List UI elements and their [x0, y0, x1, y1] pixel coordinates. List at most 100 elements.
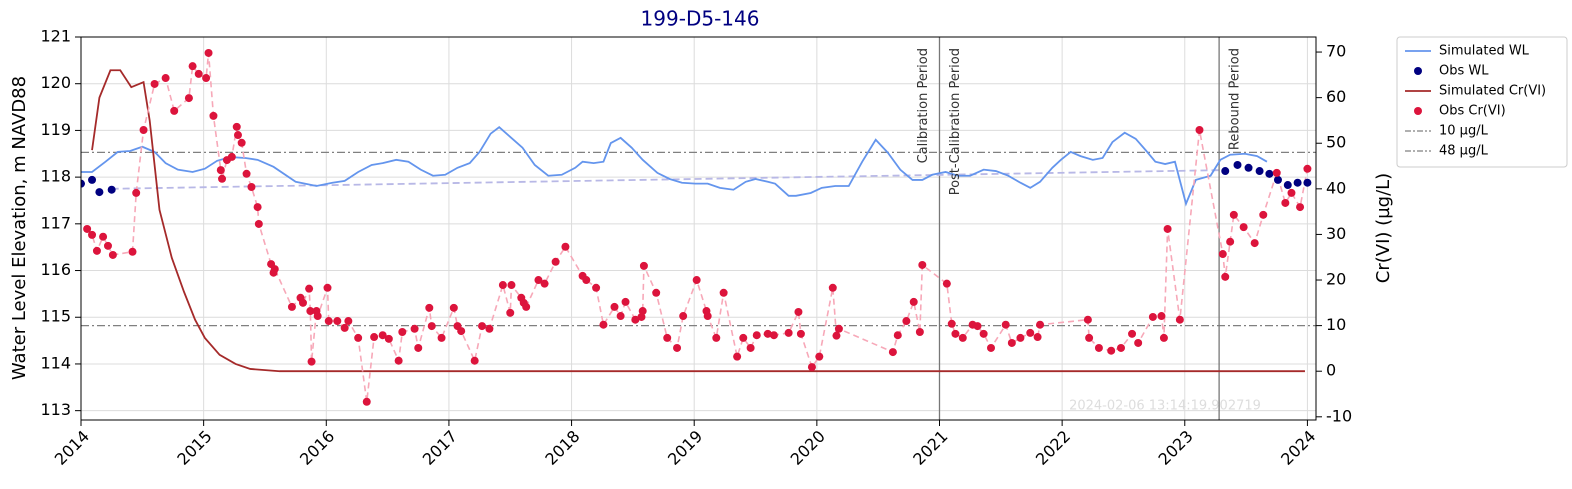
data-point [763, 329, 772, 338]
data-point [987, 343, 995, 352]
data-point [378, 331, 387, 340]
data-point [631, 315, 640, 324]
data-point [638, 307, 647, 316]
data-point [128, 247, 137, 256]
y2-tick-label: 50 [1326, 133, 1346, 152]
y2-tick-label: 40 [1326, 178, 1346, 197]
data-point [344, 317, 353, 326]
y2-tick-label: 0 [1326, 361, 1336, 380]
legend-label: Obs Cr(VI) [1439, 104, 1506, 119]
data-point [209, 111, 218, 120]
data-point [582, 276, 591, 285]
data-point [712, 333, 721, 342]
x-tick-label: 2019 [664, 427, 706, 469]
data-point [719, 288, 728, 297]
data-point [746, 343, 755, 352]
data-point [88, 175, 97, 184]
data-point [333, 317, 342, 326]
data-point [958, 333, 967, 342]
data-point [340, 323, 349, 332]
data-point [1273, 175, 1282, 184]
data-point [298, 298, 307, 307]
data-point [652, 288, 661, 297]
x-tick-label: 2016 [296, 427, 338, 469]
data-point [918, 260, 927, 269]
data-point [1033, 333, 1042, 342]
data-point [752, 331, 761, 340]
y-tick-label: 113 [40, 400, 71, 419]
data-point [398, 328, 407, 337]
data-point [498, 281, 507, 290]
data-point [1272, 168, 1281, 177]
data-point [237, 138, 246, 147]
series-line [91, 69, 1305, 373]
data-point [1259, 210, 1268, 219]
data-point [449, 303, 458, 312]
plot-frame [80, 36, 1317, 421]
data-point [307, 357, 316, 366]
data-point [1148, 312, 1157, 321]
data-point [679, 312, 688, 321]
y-tick-label: 121 [40, 27, 71, 46]
data-point [807, 363, 816, 372]
data-point [1094, 343, 1103, 352]
data-point [242, 169, 251, 178]
data-point [204, 48, 213, 57]
y-tick-label: 119 [40, 120, 71, 139]
data-point [1163, 224, 1172, 233]
data-point [1239, 223, 1248, 232]
legend-label: 48 µg/L [1439, 144, 1489, 159]
data-point [132, 188, 141, 197]
series-line [81, 125, 1268, 207]
data-point [663, 333, 672, 342]
data-point [1293, 178, 1302, 187]
data-point [1250, 239, 1259, 248]
data-point [83, 224, 92, 233]
data-point [232, 122, 241, 131]
x-tick-label: 2024 [1277, 427, 1319, 469]
data-point [1016, 333, 1025, 342]
data-point [522, 302, 531, 311]
data-point [915, 328, 924, 337]
data-point [621, 297, 630, 306]
legend-swatch [1414, 67, 1422, 75]
data-point [410, 324, 419, 333]
data-point [81, 179, 85, 188]
data-point [150, 79, 159, 88]
data-point [184, 94, 193, 103]
data-point [218, 174, 227, 183]
data-point [1281, 198, 1290, 207]
data-point [370, 333, 379, 342]
data-point [540, 279, 549, 288]
data-point [384, 334, 393, 343]
data-point [1244, 163, 1253, 172]
data-point [973, 322, 982, 331]
y-tick-label: 118 [40, 167, 71, 186]
y-axis-label: Water Level Elevation, m NAVD88 [9, 76, 30, 380]
annotation: Calibration Period [916, 48, 931, 163]
data-point [599, 320, 608, 329]
data-point [794, 307, 803, 316]
data-point [170, 106, 179, 115]
data-point [796, 329, 805, 338]
data-point [233, 131, 242, 140]
data-point [99, 232, 108, 241]
data-point [1083, 315, 1092, 324]
y-tick-label: 120 [40, 73, 71, 92]
data-point [947, 319, 956, 328]
data-point [362, 397, 371, 406]
data-point [1128, 329, 1137, 338]
data-point [1229, 210, 1238, 219]
y-tick-label: 116 [40, 260, 71, 279]
data-point [287, 302, 296, 311]
data-point [1221, 272, 1230, 281]
data-point [1036, 320, 1045, 329]
data-point [1283, 181, 1292, 190]
data-point [485, 324, 494, 333]
x-tick-label: 2014 [51, 427, 93, 469]
data-point [1303, 164, 1312, 173]
data-point [354, 333, 363, 342]
data-point [1085, 333, 1094, 342]
data-point [507, 281, 516, 290]
data-point [227, 152, 236, 161]
